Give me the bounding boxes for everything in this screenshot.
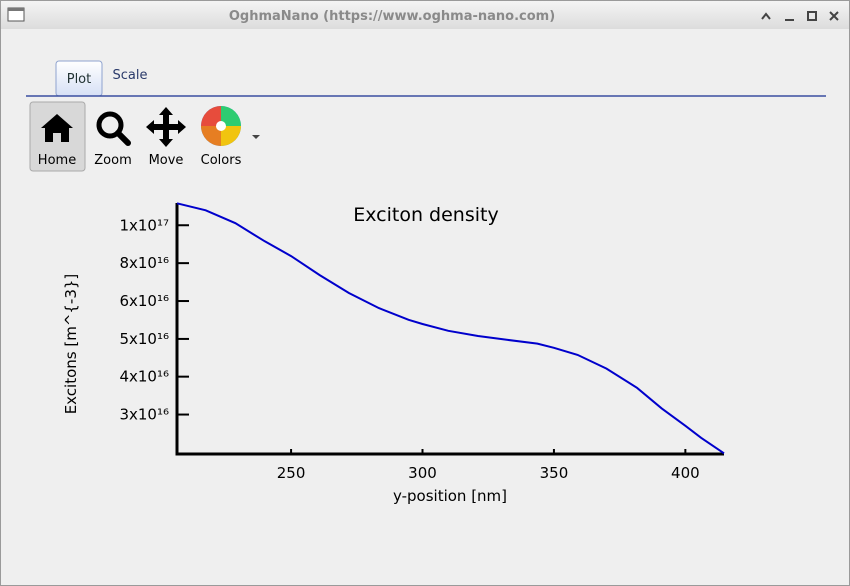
- chart: Exciton density y-position [nm] Excitons…: [62, 202, 725, 505]
- zoom-icon: [115, 130, 131, 146]
- y-tick-label: 8x10¹⁶: [119, 254, 169, 272]
- data-line: [176, 202, 725, 455]
- y-axis-label: Excitons [m^{-3}]: [62, 274, 80, 415]
- y-tick-label: 5x10¹⁶: [119, 330, 169, 348]
- tab-label[interactable]: Scale: [113, 68, 148, 83]
- x-tick-label: 350: [540, 464, 569, 482]
- home-icon: [41, 114, 73, 142]
- toolbar-label[interactable]: Move: [149, 153, 184, 168]
- chart-title: Exciton density: [353, 204, 498, 226]
- x-tick-label: 400: [671, 464, 700, 482]
- y-tick-label: 6x10¹⁶: [119, 292, 169, 310]
- zoom-icon: [96, 111, 124, 139]
- x-tick-label: 250: [277, 464, 306, 482]
- x-axis-label: y-position [nm]: [393, 487, 507, 505]
- toolbar-label[interactable]: Colors: [201, 153, 242, 168]
- btn-up[interactable]: [761, 12, 771, 20]
- dropdown-arrow[interactable]: [252, 135, 260, 139]
- move-icon: [146, 107, 186, 147]
- toolbar-label: Home: [38, 153, 76, 168]
- x-tick-label: 300: [408, 464, 437, 482]
- home-button[interactable]: [29, 101, 86, 172]
- btn-max[interactable]: [807, 11, 817, 21]
- window-title: OghmaNano (https://www.oghma-nano.com): [229, 9, 555, 24]
- app-icon-bar: [8, 8, 24, 11]
- y-tick-label: 4x10¹⁶: [119, 368, 169, 386]
- tab-label: Plot: [67, 72, 92, 87]
- btn-close[interactable]: [829, 11, 839, 21]
- y-tick-label: 1x10¹⁷: [119, 216, 169, 234]
- toolbar-label[interactable]: Zoom: [94, 153, 131, 168]
- y-tick-label: 3x10¹⁶: [119, 406, 169, 424]
- title-bar: [1, 1, 849, 29]
- colors-icon: [201, 106, 241, 146]
